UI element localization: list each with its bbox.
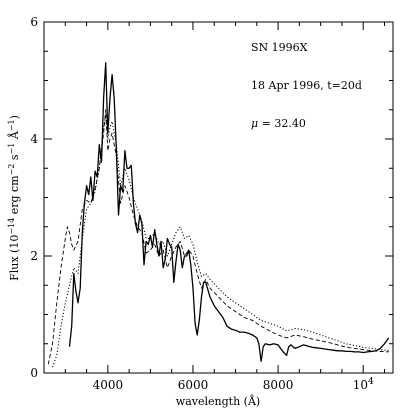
mu-symbol: μ <box>251 117 258 130</box>
y-tick-label-1: 2 <box>30 249 38 263</box>
series-layer <box>47 62 390 368</box>
plot-frame <box>43 21 394 374</box>
x-axis-title: wavelength (Å) <box>176 394 260 408</box>
y-tick-label-0: 0 <box>30 366 38 380</box>
series-solid-line <box>68 62 390 362</box>
x-tick-label-2: 8000 <box>263 378 294 392</box>
x-tick-label-1: 6000 <box>178 378 209 392</box>
annotations: SN 1996X 18 Apr 1996, t=20d μ = 32.40 <box>251 41 362 130</box>
y-tick-label-3: 6 <box>30 15 38 29</box>
annotation-sn-name: SN 1996X <box>251 41 308 54</box>
annotation-distance-modulus: μ = 32.40 <box>251 117 306 130</box>
x-tick-label-3: 104 <box>353 377 374 392</box>
x-tick-label-0: 4000 <box>93 378 124 392</box>
y-axis-title: Flux (10−14 erg cm−2 s−1 Å−1) <box>7 115 21 281</box>
axis-tick-labels: 4000 6000 8000 104 0 2 4 6 <box>30 15 374 392</box>
series-dotted-line <box>52 115 389 368</box>
mu-value: = 32.40 <box>258 117 306 130</box>
y-tick-label-2: 4 <box>30 132 38 146</box>
plot-area-border <box>43 21 394 374</box>
series-dashed-line <box>47 109 389 365</box>
annotation-date: 18 Apr 1996, t=20d <box>251 79 362 92</box>
axis-ticks <box>44 21 393 374</box>
